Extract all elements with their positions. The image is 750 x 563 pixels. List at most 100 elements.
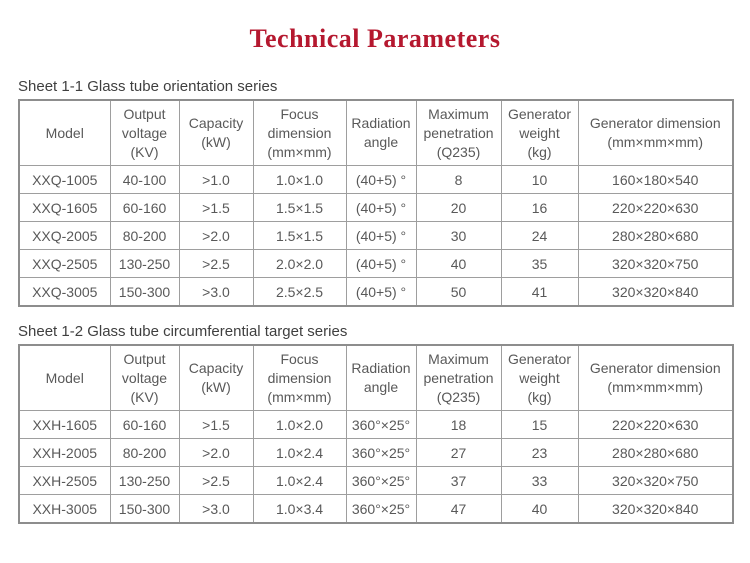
table-cell-model: XXH-2005 bbox=[18, 438, 111, 467]
table-cell: 1.0×2.4 bbox=[252, 466, 347, 495]
table-cell: 15 bbox=[500, 410, 579, 439]
table-row: XXQ-2505 130-250 >2.5 2.0×2.0 (40+5) ° 4… bbox=[18, 249, 734, 278]
table-cell: 47 bbox=[415, 494, 502, 524]
table-cell: 160×180×540 bbox=[577, 165, 734, 194]
column-header-focus-dimension: Focus dimension (mm×mm) bbox=[252, 344, 347, 411]
table-cell: >2.0 bbox=[178, 438, 254, 467]
table-cell: 1.5×1.5 bbox=[252, 193, 347, 222]
table-row: XXH-2505 130-250 >2.5 1.0×2.4 360°×25° 3… bbox=[18, 466, 734, 495]
table-cell: >1.5 bbox=[178, 193, 254, 222]
table-cell: >3.0 bbox=[178, 277, 254, 307]
table-cell: 360°×25° bbox=[345, 494, 417, 524]
table-cell: 130-250 bbox=[109, 249, 180, 278]
table-cell: >1.0 bbox=[178, 165, 254, 194]
table-cell: >1.5 bbox=[178, 410, 254, 439]
column-header-generator-weight: Generator weight (kg) bbox=[500, 99, 579, 166]
table-cell: 60-160 bbox=[109, 193, 180, 222]
table-cell: 18 bbox=[415, 410, 502, 439]
table-cell: >2.5 bbox=[178, 249, 254, 278]
table-cell: 360°×25° bbox=[345, 466, 417, 495]
column-header-capacity: Capacity (kW) bbox=[178, 99, 254, 166]
table-cell: 360°×25° bbox=[345, 410, 417, 439]
table-row: XXH-1605 60-160 >1.5 1.0×2.0 360°×25° 18… bbox=[18, 410, 734, 439]
circumferential-series-table: Model Output voltage (KV) Capacity (kW) … bbox=[18, 344, 734, 524]
table-cell: 220×220×630 bbox=[577, 410, 734, 439]
table-cell: 23 bbox=[500, 438, 579, 467]
table-caption-sheet-1-1: Sheet 1-1 Glass tube orientation series bbox=[18, 78, 278, 95]
table-cell: (40+5) ° bbox=[345, 277, 417, 307]
table-cell-model: XXH-1605 bbox=[18, 410, 111, 439]
table-cell: (40+5) ° bbox=[345, 249, 417, 278]
table-cell: 40 bbox=[415, 249, 502, 278]
table-cell: (40+5) ° bbox=[345, 165, 417, 194]
table-cell: 20 bbox=[415, 193, 502, 222]
column-header-capacity: Capacity (kW) bbox=[178, 344, 254, 411]
column-header-output-voltage: Output voltage (KV) bbox=[109, 344, 180, 411]
table-cell: 150-300 bbox=[109, 494, 180, 524]
table-cell: 360°×25° bbox=[345, 438, 417, 467]
column-header-maximum-penetration: Maximum penetration (Q235) bbox=[415, 344, 502, 411]
table-cell: 220×220×630 bbox=[577, 193, 734, 222]
table-cell: 27 bbox=[415, 438, 502, 467]
table-cell: 280×280×680 bbox=[577, 221, 734, 250]
table-cell-model: XXQ-2505 bbox=[18, 249, 111, 278]
table-cell: 320×320×840 bbox=[577, 494, 734, 524]
table-cell: 30 bbox=[415, 221, 502, 250]
column-header-focus-dimension: Focus dimension (mm×mm) bbox=[252, 99, 347, 166]
table-row: XXQ-1005 40-100 >1.0 1.0×1.0 (40+5) ° 8 … bbox=[18, 165, 734, 194]
table-cell: >3.0 bbox=[178, 494, 254, 524]
table-cell: 1.0×2.0 bbox=[252, 410, 347, 439]
table-row: XXQ-2005 80-200 >2.0 1.5×1.5 (40+5) ° 30… bbox=[18, 221, 734, 250]
column-header-maximum-penetration: Maximum penetration (Q235) bbox=[415, 99, 502, 166]
table-cell: 80-200 bbox=[109, 438, 180, 467]
table-cell: 1.0×1.0 bbox=[252, 165, 347, 194]
table-cell: 16 bbox=[500, 193, 579, 222]
table-cell: 33 bbox=[500, 466, 579, 495]
table-cell: 60-160 bbox=[109, 410, 180, 439]
column-header-radiation-angle: Radiation angle bbox=[345, 344, 417, 411]
table-cell: 10 bbox=[500, 165, 579, 194]
column-header-model: Model bbox=[18, 99, 111, 166]
table-cell: 280×280×680 bbox=[577, 438, 734, 467]
column-header-model: Model bbox=[18, 344, 111, 411]
table-cell: 150-300 bbox=[109, 277, 180, 307]
table-cell: 50 bbox=[415, 277, 502, 307]
table-cell: 1.5×1.5 bbox=[252, 221, 347, 250]
table-cell-model: XXQ-1605 bbox=[18, 193, 111, 222]
table-cell: >2.5 bbox=[178, 466, 254, 495]
table-cell: 320×320×840 bbox=[577, 277, 734, 307]
table-cell: 37 bbox=[415, 466, 502, 495]
table-cell: (40+5) ° bbox=[345, 193, 417, 222]
table-row: XXH-2005 80-200 >2.0 1.0×2.4 360°×25° 27… bbox=[18, 438, 734, 467]
table-cell-model: XXQ-2005 bbox=[18, 221, 111, 250]
column-header-generator-dimension: Generator dimension (mm×mm×mm) bbox=[577, 99, 734, 166]
column-header-radiation-angle: Radiation angle bbox=[345, 99, 417, 166]
table-cell: 1.0×3.4 bbox=[252, 494, 347, 524]
table-row: XXQ-3005 150-300 >3.0 2.5×2.5 (40+5) ° 5… bbox=[18, 277, 734, 307]
table-cell: (40+5) ° bbox=[345, 221, 417, 250]
header-row: Model Output voltage (KV) Capacity (kW) … bbox=[18, 99, 734, 166]
table-row: XXH-3005 150-300 >3.0 1.0×3.4 360°×25° 4… bbox=[18, 494, 734, 524]
table-cell: >2.0 bbox=[178, 221, 254, 250]
table-cell: 40-100 bbox=[109, 165, 180, 194]
table-cell-model: XXH-2505 bbox=[18, 466, 111, 495]
table-cell-model: XXH-3005 bbox=[18, 494, 111, 524]
table-cell: 40 bbox=[500, 494, 579, 524]
table-cell: 24 bbox=[500, 221, 579, 250]
page-title: Technical Parameters bbox=[249, 24, 501, 53]
table-cell: 1.0×2.4 bbox=[252, 438, 347, 467]
table-cell: 35 bbox=[500, 249, 579, 278]
column-header-output-voltage: Output voltage (KV) bbox=[109, 99, 180, 166]
table-cell: 320×320×750 bbox=[577, 249, 734, 278]
table-cell: 2.5×2.5 bbox=[252, 277, 347, 307]
table-cell: 130-250 bbox=[109, 466, 180, 495]
column-header-generator-dimension: Generator dimension (mm×mm×mm) bbox=[577, 344, 734, 411]
table-cell: 80-200 bbox=[109, 221, 180, 250]
table-cell: 8 bbox=[415, 165, 502, 194]
header-row: Model Output voltage (KV) Capacity (kW) … bbox=[18, 344, 734, 411]
table-caption-sheet-1-2: Sheet 1-2 Glass tube circumferential tar… bbox=[18, 323, 348, 340]
column-header-generator-weight: Generator weight (kg) bbox=[500, 344, 579, 411]
table-cell-model: XXQ-3005 bbox=[18, 277, 111, 307]
table-cell: 2.0×2.0 bbox=[252, 249, 347, 278]
table-cell: 320×320×750 bbox=[577, 466, 734, 495]
